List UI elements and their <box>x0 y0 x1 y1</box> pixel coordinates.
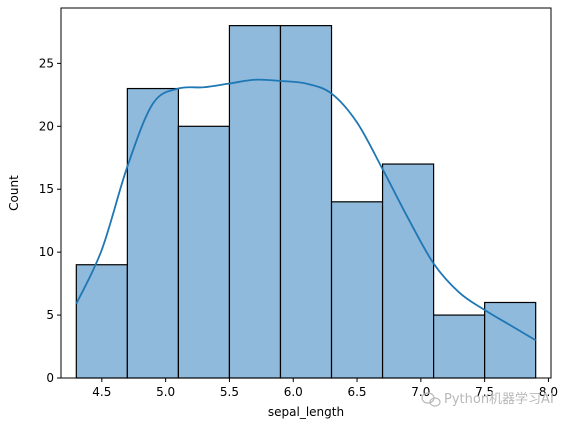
y-axis-ticks: 0 5 10 15 20 25 <box>39 56 61 385</box>
wechat-icon <box>421 392 441 407</box>
x-axis-label: sepal_length <box>268 405 344 419</box>
bars-group <box>75 25 537 379</box>
histogram-bar <box>177 125 231 379</box>
y-tick-label: 25 <box>39 56 54 70</box>
y-tick-label: 20 <box>39 119 54 133</box>
y-tick-label: 5 <box>46 308 54 322</box>
x-tick-label: 8.0 <box>539 385 558 399</box>
x-tick-label: 4.5 <box>92 385 111 399</box>
y-axis-label: Count <box>7 175 21 211</box>
kde-line <box>75 78 537 342</box>
y-tick-label: 0 <box>46 371 54 385</box>
histogram-bar <box>126 87 179 379</box>
kde-group <box>75 78 537 342</box>
y-tick-label: 15 <box>39 182 54 196</box>
y-tick-label: 10 <box>39 245 54 259</box>
x-tick-label: 7.0 <box>411 385 430 399</box>
histogram-bar <box>228 25 282 379</box>
plot-frame <box>60 7 552 379</box>
histogram-bar <box>279 25 333 379</box>
x-tick-label: 7.5 <box>475 385 494 399</box>
x-tick-label: 6.0 <box>284 385 303 399</box>
x-tick-label: 5.5 <box>220 385 239 399</box>
x-tick-label: 5.0 <box>156 385 175 399</box>
watermark-text: Python机器学习AI <box>444 391 554 407</box>
x-axis-ticks: 4.5 5.0 5.5 6.0 6.5 7.0 7.5 8.0 <box>92 378 558 399</box>
x-tick-label: 6.5 <box>347 385 366 399</box>
histogram-bar <box>433 314 486 379</box>
histogram-bar <box>330 201 384 379</box>
histogram-bar <box>75 264 128 379</box>
watermark: Python机器学习AI <box>421 391 554 407</box>
histogram-bar <box>381 163 435 379</box>
